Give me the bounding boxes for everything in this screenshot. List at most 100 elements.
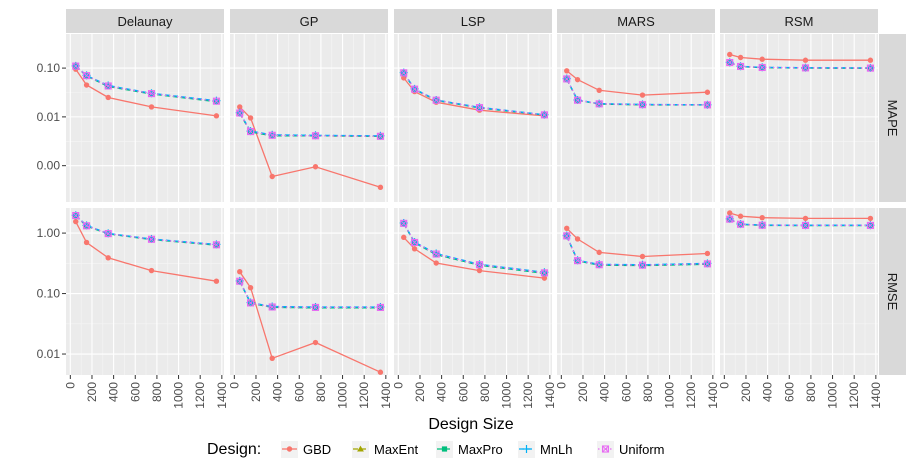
x-tick-label: 200: [413, 382, 427, 402]
marker-uniform: [475, 104, 484, 112]
panel-lsp-rmse: [394, 208, 552, 375]
marker-gbd: [802, 215, 809, 222]
series-line-mnlh: [75, 214, 217, 246]
marker-gbd: [737, 54, 744, 61]
marker-gbd: [867, 215, 874, 222]
marker-gbd: [247, 285, 254, 291]
marker-uniform: [563, 75, 571, 83]
x-tick-label: 800: [150, 382, 164, 402]
facet-strip-mape: [879, 34, 906, 202]
marker-uniform: [638, 101, 647, 109]
marker-gbd: [105, 255, 111, 261]
series-line-uniform: [729, 218, 871, 227]
marker-uniform: [247, 128, 255, 136]
marker-gbd: [867, 57, 874, 63]
marker-uniform: [475, 261, 484, 269]
x-tick-label: 1000: [336, 382, 350, 409]
legend-label: MaxEnt: [374, 442, 418, 457]
marker-gbd: [802, 57, 809, 63]
marker-uniform: [411, 85, 419, 93]
series-line-uniform: [239, 280, 381, 309]
marker-uniform: [411, 238, 419, 247]
x-tick-label: 200: [576, 382, 590, 402]
marker-gbd: [148, 104, 155, 110]
marker-uniform: [311, 132, 320, 140]
x-tick-label: 200: [249, 382, 263, 402]
legend-item-mnlh: MnLh: [518, 441, 573, 458]
marker-uniform: [801, 64, 810, 72]
marker-gbd: [213, 278, 220, 284]
facet-label-rsm: RSM: [785, 14, 814, 29]
marker-gbd: [704, 89, 711, 95]
marker-uniform: [72, 62, 80, 70]
series-line-uniform: [403, 222, 545, 274]
marker-uniform: [311, 303, 320, 311]
marker-uniform: [726, 58, 734, 67]
marker-gbd: [286, 446, 293, 452]
marker-uniform: [574, 96, 582, 104]
axes-layer: 0.00 0.01 0.10 0.01 0.10 1.00 0 200 400 600 800 100…: [37, 61, 883, 409]
facet-strip-mars: [557, 9, 715, 33]
x-tick-label: 800: [314, 382, 328, 402]
x-tick-label: 400: [107, 382, 121, 402]
legend-item-uniform: Uniform: [597, 441, 665, 458]
marker-gbd: [73, 218, 79, 225]
marker-gbd: [377, 369, 384, 375]
marker-uniform: [236, 109, 244, 117]
marker-gbd: [377, 184, 384, 191]
marker-gbd: [213, 113, 220, 119]
x-tick-label: 0: [391, 382, 405, 389]
marker-uniform: [866, 221, 874, 229]
legend-label: GBD: [303, 442, 331, 457]
panel-lsp-mape: [394, 34, 552, 202]
marker-uniform: [432, 96, 440, 104]
marker-gbd: [727, 210, 733, 216]
y-tick-label: 0.01: [37, 347, 61, 361]
x-tick-label: 400: [598, 382, 612, 402]
x-tick-label: 1000: [172, 382, 186, 409]
panel-gp-mape: [230, 34, 388, 202]
marker-uniform: [376, 303, 384, 311]
panel-delaunay-mape: [66, 34, 224, 202]
legend-label: MnLh: [540, 442, 573, 457]
marker-uniform: [83, 222, 91, 230]
marker-uniform: [432, 250, 440, 258]
x-tick-label: 1200: [193, 382, 207, 409]
x-tick-label: 1200: [684, 382, 698, 409]
marker-uniform: [866, 64, 874, 72]
marker-gbd: [564, 68, 570, 74]
y-tick-label: 0.01: [37, 110, 61, 124]
marker-gbd: [727, 51, 733, 58]
marker-gbd: [704, 250, 711, 257]
facet-label-rmse: RMSE: [885, 273, 900, 311]
marker-gbd: [401, 234, 407, 241]
x-tick-label: 200: [85, 382, 99, 402]
facet-label-mape: MAPE: [885, 100, 900, 137]
facet-label-lsp: LSP: [461, 14, 486, 29]
marker-gbd: [596, 249, 602, 256]
marker-uniform: [703, 101, 711, 109]
series-line-mnlh: [239, 280, 381, 308]
facet-strip-gp: [230, 9, 388, 33]
x-tick-label: 600: [292, 382, 306, 402]
panel-delaunay-rmse: [66, 208, 224, 375]
legend: Design: GBD MaxEnt MaxPro MnLh Uniform: [207, 441, 665, 458]
marker-gbd: [639, 253, 646, 260]
y-tick-label: 0.00: [37, 159, 61, 173]
marker-maxpro: [441, 446, 448, 452]
x-tick-label: 1000: [500, 382, 514, 409]
series-line-uniform: [239, 112, 381, 137]
x-tick-label: 600: [456, 382, 470, 402]
x-axis-title: Design Size: [428, 416, 513, 433]
x-tick-label: 1000: [826, 382, 840, 409]
marker-gbd: [83, 82, 90, 88]
marker-gbd: [574, 76, 581, 83]
marker-gbd: [237, 268, 243, 275]
x-tick-label: 0: [554, 382, 568, 389]
x-tick-label: 1200: [357, 382, 371, 409]
marker-uniform: [268, 131, 276, 139]
marker-uniform: [147, 90, 156, 98]
marker-gbd: [574, 236, 581, 242]
marker-uniform: [147, 235, 156, 243]
marker-gbd: [105, 94, 111, 101]
